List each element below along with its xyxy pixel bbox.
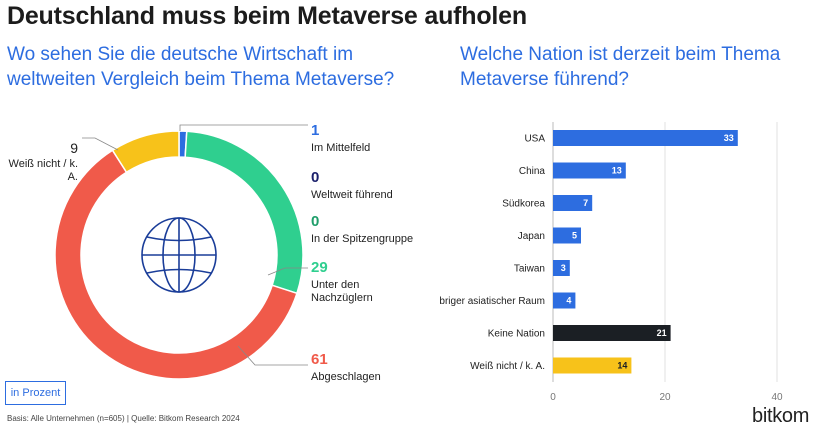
globe-icon bbox=[141, 217, 217, 293]
legend-value: 61 bbox=[311, 351, 328, 368]
bar bbox=[553, 260, 570, 276]
page-title: Deutschland muss beim Metaverse aufholen bbox=[7, 2, 527, 30]
bar-category-label: Taiwan bbox=[514, 264, 545, 275]
legend-value: 0 bbox=[311, 213, 320, 230]
legend-label: Weltweit führend bbox=[311, 189, 393, 201]
legend-item-weiss-nicht: 9 Weiß nicht / k. A. bbox=[8, 140, 78, 184]
legend-item-fuehrend: 0 Weltweit führend bbox=[311, 170, 393, 202]
legend-value: 0 bbox=[311, 169, 320, 186]
legend-item-abgeschlagen: 61 Abgeschlagen bbox=[311, 352, 381, 384]
bar-value-label: 21 bbox=[657, 328, 667, 338]
unit-label: in Prozent bbox=[5, 381, 66, 405]
bar-category-label: China bbox=[519, 166, 546, 177]
left-chart-title: Wo sehen Sie die deutsche Wirtschaft im … bbox=[7, 44, 395, 90]
bar-value-label: 7 bbox=[583, 198, 588, 208]
bar-value-label: 13 bbox=[612, 166, 622, 176]
leader-line bbox=[179, 124, 308, 131]
legend-label: Abgeschlagen bbox=[311, 371, 381, 383]
leader-line bbox=[267, 267, 308, 276]
bitkom-logo: bitkom bbox=[752, 405, 810, 427]
bar-value-label: 5 bbox=[572, 231, 577, 241]
bar bbox=[553, 162, 626, 179]
legend-item-nachzuegler: 29 Unter den Nachzüglern bbox=[311, 260, 401, 305]
legend-label: In der Spitzengruppe bbox=[311, 233, 414, 245]
legend-value: 9 bbox=[70, 140, 78, 156]
bar-chart: 0 20 40 USA 33 China 13 Südkorea 7 Japan 5 Taiwan 3… bbox=[440, 122, 783, 403]
legend-label: Im Mittelfeld bbox=[311, 142, 371, 154]
legend-item-spitzengruppe: 0 In der Spitzengruppe bbox=[311, 214, 413, 246]
legend-item-mittelfeld: 1 Im Mittelfeld bbox=[311, 123, 370, 155]
bar-value-label: 4 bbox=[566, 296, 571, 306]
bar-category-label: Übriger asiatischer Raum bbox=[440, 295, 545, 307]
donut-slice bbox=[111, 130, 180, 174]
x-tick-label: 20 bbox=[659, 392, 671, 403]
bar bbox=[553, 292, 576, 309]
bar-category-label: USA bbox=[524, 134, 545, 145]
bar-category-label: Japan bbox=[518, 231, 545, 242]
bar bbox=[553, 227, 581, 244]
bar-category-label: Keine Nation bbox=[488, 329, 545, 340]
donut-slice bbox=[184, 130, 304, 295]
bar-value-label: 3 bbox=[561, 263, 566, 273]
legend-label: Weiß nicht / k. A. bbox=[8, 158, 78, 183]
bar bbox=[553, 195, 593, 211]
donut-slice bbox=[54, 149, 298, 380]
donut-chart bbox=[54, 124, 308, 380]
bar-category-label: Südkorea bbox=[502, 199, 545, 210]
bar-value-label: 33 bbox=[724, 133, 734, 143]
leader-line bbox=[82, 137, 119, 151]
bar bbox=[553, 325, 671, 341]
right-chart-title: Welche Nation ist derzeit beim Thema Met… bbox=[460, 44, 781, 90]
legend-value: 29 bbox=[311, 259, 328, 276]
bar bbox=[553, 130, 738, 146]
legend-label: Unter den Nachzüglern bbox=[311, 279, 373, 304]
x-tick-label: 0 bbox=[550, 392, 556, 403]
legend-value: 1 bbox=[311, 122, 320, 139]
bar bbox=[553, 357, 632, 374]
x-tick-label: 40 bbox=[771, 392, 783, 403]
leader-line bbox=[237, 345, 308, 366]
bar-value-label: 14 bbox=[617, 361, 627, 371]
bar-category-label: Weiß nicht / k. A. bbox=[470, 361, 545, 372]
footnote: Basis: Alle Unternehmen (n=605) | Quelle… bbox=[7, 414, 240, 423]
